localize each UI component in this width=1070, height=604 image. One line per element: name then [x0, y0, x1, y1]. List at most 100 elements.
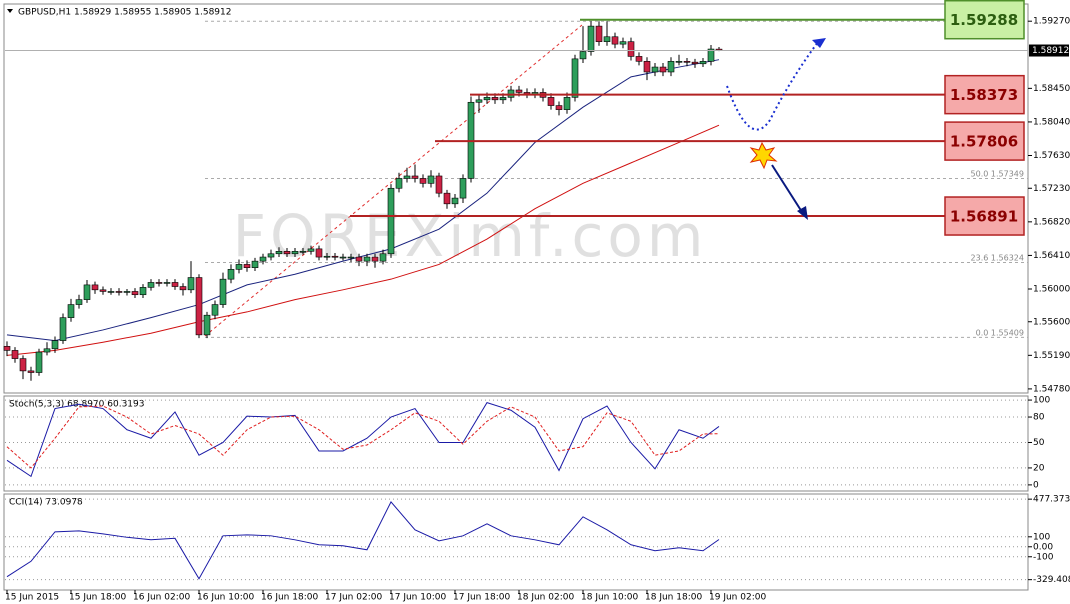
- level-label: 1.57806: [950, 133, 1018, 151]
- fib-label: 50.0 1.57349: [971, 169, 1024, 178]
- y-tick-label: 20: [1033, 463, 1045, 473]
- candle-body: [203, 314, 211, 336]
- candle-body: [179, 286, 187, 291]
- candle-body: [563, 97, 571, 110]
- candle-body: [315, 248, 323, 258]
- fib-ratio: 23.6: [971, 253, 989, 262]
- y-tick-label: 50: [1033, 438, 1045, 448]
- y-tick-label: 1.55600: [1033, 317, 1070, 327]
- candle-body: [123, 291, 131, 293]
- candle-body: [635, 56, 643, 62]
- level-box: [944, 121, 1025, 161]
- x-tick-label: 18 Jun 10:00: [581, 593, 638, 603]
- candle-body: [51, 340, 59, 350]
- level-box: [944, 196, 1025, 236]
- level-box: [944, 0, 1025, 40]
- candle-body: [27, 370, 35, 373]
- x-tick-label: 17 Jun 02:00: [325, 593, 382, 603]
- candle-body: [251, 260, 259, 269]
- fib-ratio: 50.0: [971, 169, 989, 178]
- candle-body: [107, 291, 115, 293]
- candle-body: [267, 253, 275, 258]
- candle-body: [147, 282, 155, 288]
- candle-body: [587, 25, 595, 52]
- indicator-line: [6, 124, 720, 356]
- candle-body: [699, 61, 707, 65]
- fib-price: 1.57349: [991, 169, 1024, 178]
- candle-body: [571, 58, 579, 98]
- candle-body: [219, 278, 227, 305]
- symbol-header: GBPUSD,H1 1.58929 1.58955 1.58905 1.5891…: [18, 8, 231, 18]
- candle-body: [363, 256, 371, 262]
- candle-body: [579, 51, 587, 60]
- indicator-line: [6, 405, 720, 469]
- fib-label: 0.0 1.55409: [976, 328, 1024, 337]
- candle-body: [419, 178, 427, 184]
- x-tick-label: 15 Jun 18:00: [69, 593, 126, 603]
- candle-body: [643, 61, 651, 73]
- candle-body: [555, 105, 563, 110]
- candle-body: [483, 97, 491, 101]
- candle-body: [171, 282, 179, 287]
- x-tick-label: 19 Jun 02:00: [709, 593, 766, 603]
- stoch-panel: [3, 395, 1029, 492]
- current-price-label: 1.58912: [1032, 46, 1069, 56]
- candle-body: [371, 256, 379, 262]
- y-tick-label: -100: [1033, 552, 1054, 562]
- current-price-box: [1029, 44, 1069, 57]
- candle-body: [59, 317, 67, 341]
- candle-body: [659, 66, 667, 73]
- y-tick-label: 80: [1033, 413, 1045, 423]
- level-label: 1.58373: [950, 86, 1018, 104]
- candle-body: [355, 256, 363, 262]
- y-tick-label: 0: [1033, 480, 1039, 490]
- level-label: 1.59288: [950, 11, 1018, 29]
- y-tick-label: 1.56410: [1033, 251, 1070, 261]
- level-box: [944, 74, 1025, 115]
- candle-body: [411, 175, 419, 179]
- candle-body: [187, 277, 195, 291]
- candle-body: [603, 36, 611, 42]
- candle-body: [283, 251, 291, 255]
- candle-body: [387, 187, 395, 255]
- candle-body: [163, 282, 171, 284]
- forecast-arrowhead: [812, 38, 826, 48]
- candle-body: [195, 277, 203, 336]
- candle-body: [91, 284, 99, 291]
- candle-body: [243, 264, 251, 269]
- candle-body: [403, 175, 411, 179]
- candle-body: [595, 25, 603, 42]
- candle-body: [291, 251, 299, 255]
- y-tick-label: 477.373: [1033, 495, 1070, 505]
- candle-body: [115, 291, 123, 293]
- candle-body: [707, 48, 715, 62]
- candle-body: [3, 346, 11, 351]
- candle-body: [131, 291, 139, 296]
- candle-body: [515, 89, 523, 93]
- candle-body: [475, 99, 483, 103]
- y-tick-label: 1.56820: [1033, 217, 1070, 227]
- candle-body: [11, 350, 19, 359]
- candle-body: [259, 256, 267, 262]
- y-tick-label: 1.55190: [1033, 351, 1070, 361]
- y-tick-label: 1.57630: [1033, 151, 1070, 161]
- main-panel: [3, 3, 1029, 394]
- fib-label: 23.6 1.56324: [971, 253, 1024, 262]
- x-tick-label: 17 Jun 10:00: [389, 593, 446, 603]
- down-arrowhead: [797, 206, 808, 220]
- y-tick-label: 1.58450: [1033, 84, 1070, 94]
- candle-body: [499, 97, 507, 101]
- candle-body: [675, 61, 683, 63]
- down-arrow: [771, 164, 803, 213]
- candle-body: [323, 255, 331, 258]
- candle-body: [35, 351, 43, 373]
- y-tick-label: 100: [1033, 396, 1050, 406]
- candle-body: [451, 197, 459, 205]
- y-tick-label: 100: [1033, 532, 1050, 542]
- candle-body: [235, 264, 243, 270]
- candle-body: [459, 178, 467, 199]
- fib-price: 1.55409: [991, 328, 1024, 337]
- dropdown-icon[interactable]: [7, 9, 13, 13]
- y-tick-label: 1.54780: [1033, 384, 1070, 394]
